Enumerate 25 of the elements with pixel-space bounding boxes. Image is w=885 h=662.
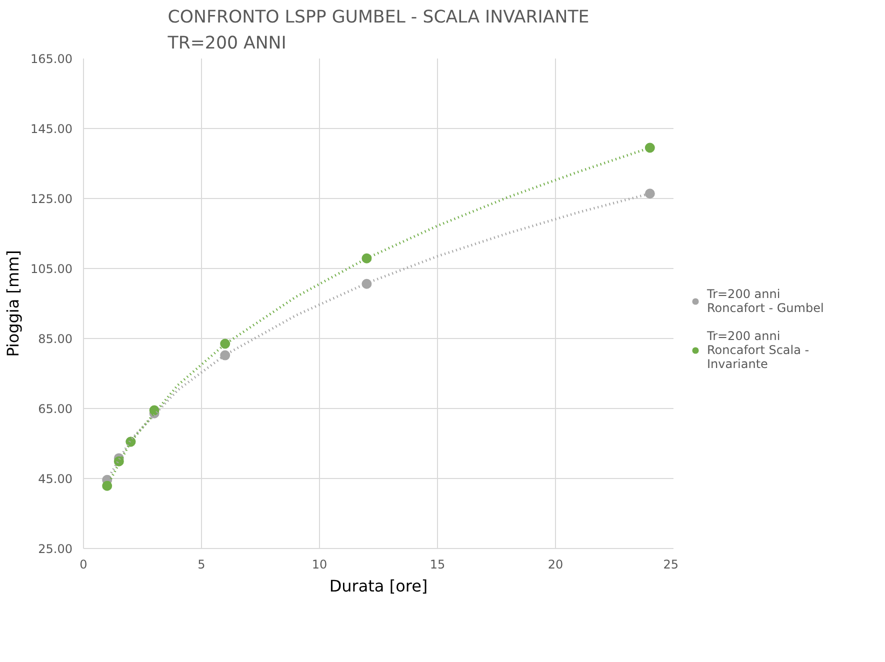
y-tick-label: 105.00: [30, 262, 73, 276]
x-tick-label: 5: [198, 558, 206, 572]
point: [644, 188, 655, 199]
chart-title: CONFRONTO LSPP GUMBEL - SCALA INVARIANTE TR=200 ANNI: [166, 8, 590, 54]
y-tick-label: 85.00: [38, 332, 73, 346]
point: [220, 350, 230, 360]
y-tick-label: 65.00: [38, 402, 73, 416]
legend-label: Tr=200 anni Roncafort - Gumbel: [707, 287, 824, 315]
point: [220, 338, 230, 349]
x-tick-label: 10: [312, 558, 328, 572]
point: [362, 278, 372, 289]
x-axis-title: Durata [ore]: [329, 576, 428, 596]
y-axis-title: Pioggia [mm]: [4, 250, 23, 357]
y-tick-label: 165.00: [30, 52, 73, 66]
x-tick-label: 15: [430, 558, 446, 572]
x-tick-label: 20: [548, 558, 564, 572]
y-tick-label: 25.00: [38, 542, 73, 556]
y-tick-label: 125.00: [30, 192, 73, 206]
point: [102, 480, 112, 491]
y-tick-label: 145.00: [30, 122, 73, 136]
x-tick-label: 0: [80, 558, 88, 572]
y-tick-label: 45.00: [38, 472, 73, 486]
legend-label: Tr=200 anni Roncafort Scala - Invariante: [707, 329, 810, 371]
point: [644, 142, 655, 153]
x-tick-label: 25: [663, 558, 679, 572]
